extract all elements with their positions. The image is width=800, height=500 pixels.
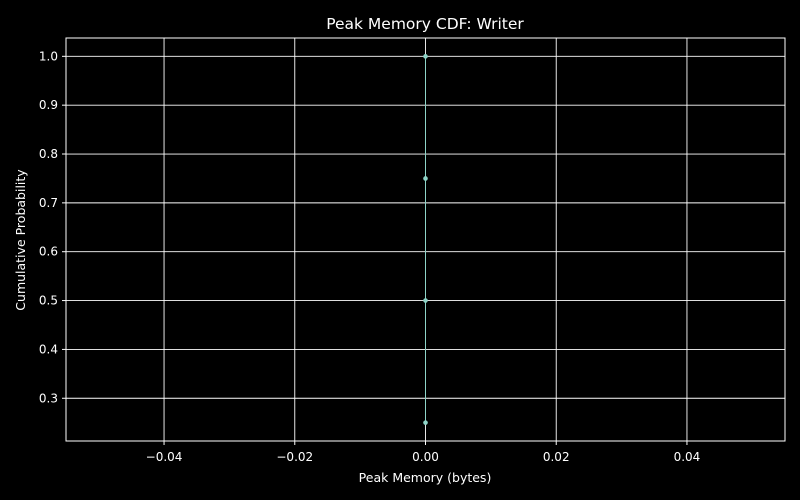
y-tick-label: 0.7 [39,196,58,210]
data-point [423,420,428,425]
series-layer [423,54,428,425]
y-tick-label: 0.4 [39,342,58,356]
x-tick-label: −0.02 [276,450,313,464]
y-tick-label: 0.8 [39,147,58,161]
data-point [423,176,428,181]
chart-title: Peak Memory CDF: Writer [326,15,524,33]
y-axis-label: Cumulative Probability [13,169,28,311]
x-tick-label: 0.02 [543,450,570,464]
data-point [423,298,428,303]
x-tick-label: 0.00 [412,450,439,464]
x-tick-label: −0.04 [146,450,183,464]
x-tick-label: 0.04 [674,450,701,464]
y-tick-label: 1.0 [39,49,58,63]
y-tick-label: 0.6 [39,245,58,259]
y-tick-label: 0.5 [39,294,58,308]
data-point [423,54,428,59]
y-tick-label: 0.3 [39,391,58,405]
x-axis-label: Peak Memory (bytes) [359,470,492,485]
tick-layer: −0.04 −0.02 0.00 0.02 0.04 0.3 0.4 0.5 0.6 0.7 0.8… [39,49,700,464]
y-tick-label: 0.9 [39,98,58,112]
